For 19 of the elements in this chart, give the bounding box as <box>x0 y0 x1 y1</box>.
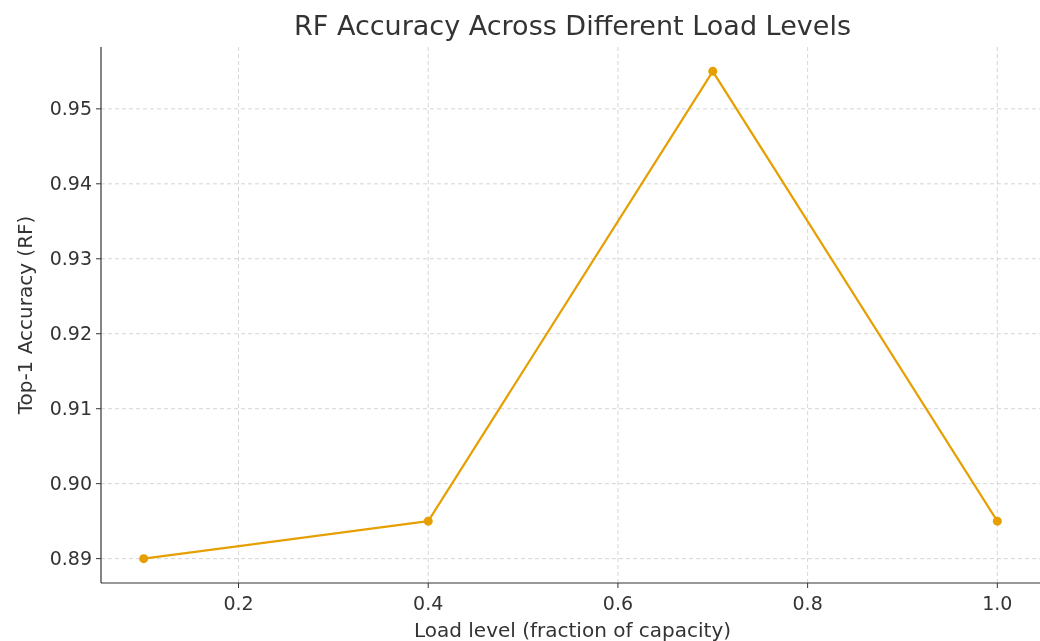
point <box>139 554 149 564</box>
x-tick-label: 1.0 <box>982 592 1013 614</box>
x-tick-label: 0.2 <box>223 592 254 614</box>
x-tick-label: 0.8 <box>792 592 823 614</box>
y-tick-label: 0.95 <box>49 97 92 120</box>
y-tick-label: 0.90 <box>49 472 92 495</box>
point <box>423 516 433 526</box>
point <box>992 516 1002 526</box>
y-tick-label: 0.89 <box>49 547 92 570</box>
y-tick-label: 0.93 <box>49 247 92 270</box>
y-tick-label: 0.92 <box>49 322 92 345</box>
x-tick-label: 0.4 <box>413 592 444 614</box>
x-tick-label: 0.6 <box>602 592 634 614</box>
y-tick-label: 0.94 <box>49 172 92 195</box>
x-axis-title: Load level (fraction of capacity) <box>413 618 732 641</box>
point <box>708 66 718 76</box>
y-axis-title: Top-1 Accuracy (RF) <box>13 215 37 416</box>
y-tick-label: 0.91 <box>49 397 92 420</box>
chart-title: RF Accuracy Across Different Load Levels <box>294 10 851 41</box>
